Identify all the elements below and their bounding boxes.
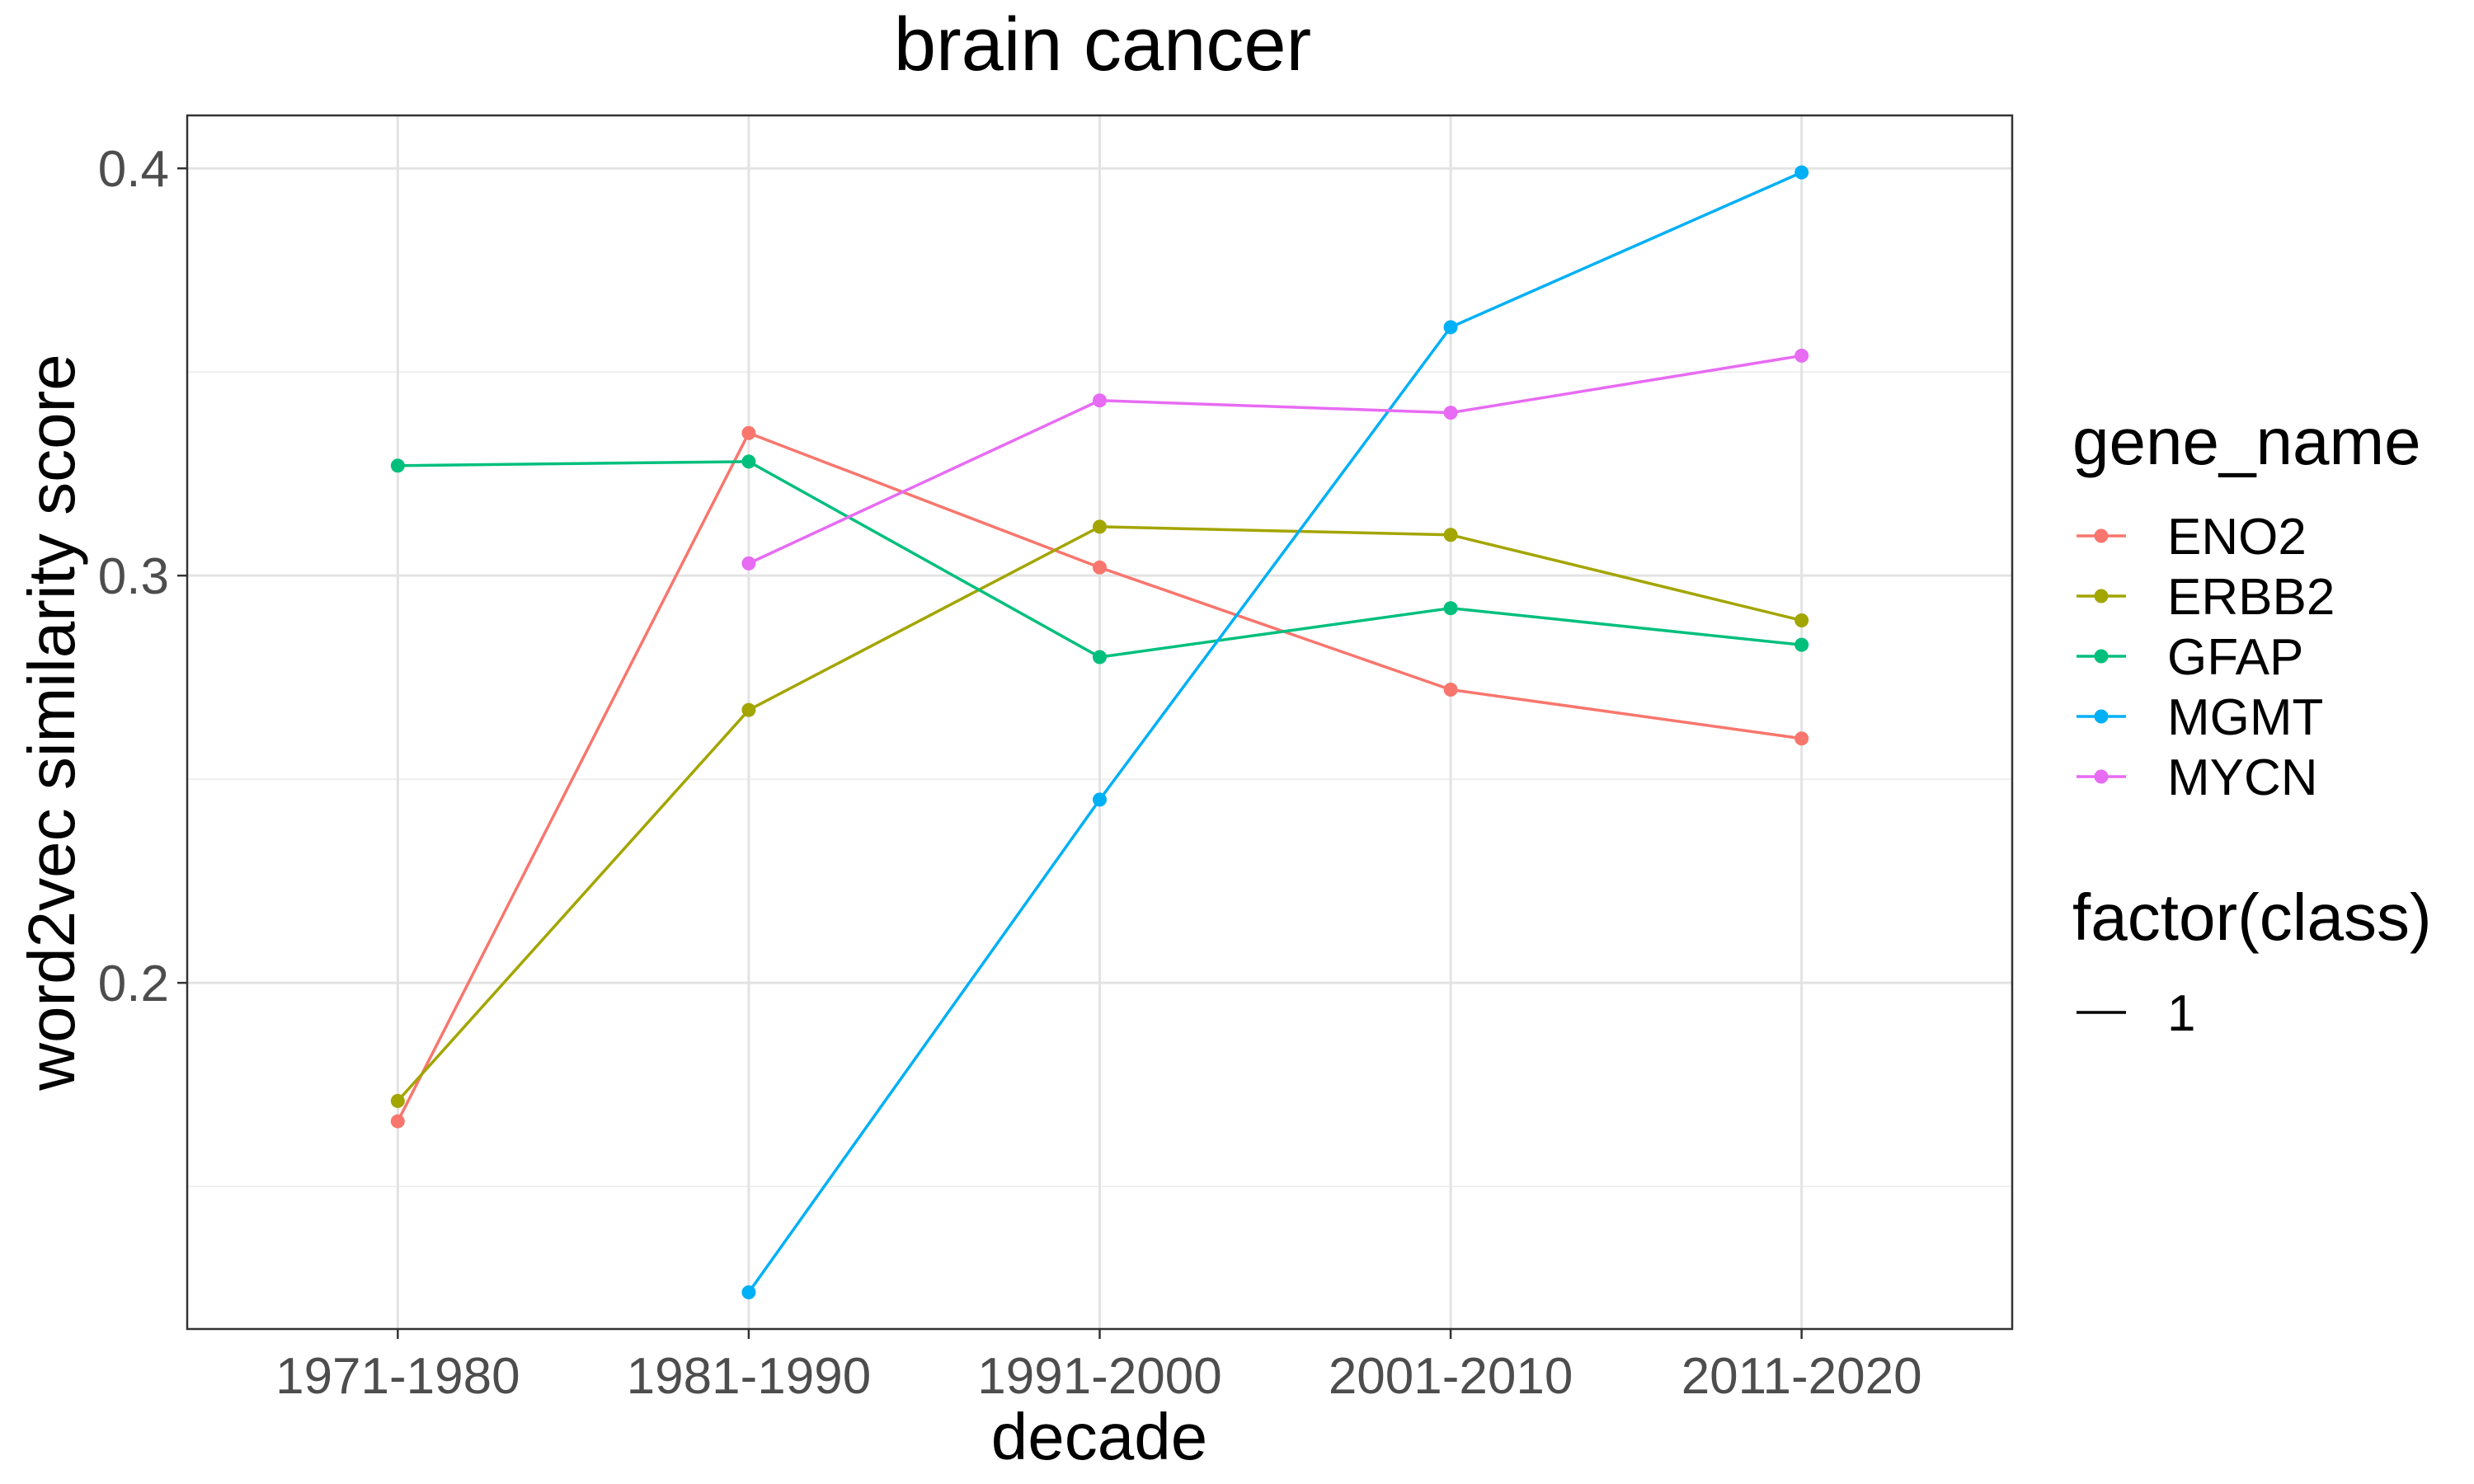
data-point-gfap [1443, 601, 1458, 616]
data-point-eno2 [1443, 682, 1458, 697]
data-point-mgmt [741, 1285, 756, 1300]
legend-item-label: MYCN [2167, 749, 2318, 806]
legend-item-erbb2: ERBB2 [2077, 569, 2335, 626]
legend-key-point [2094, 769, 2109, 784]
legend-key-point [2094, 528, 2109, 543]
x-axis-title: decade [991, 1400, 1207, 1473]
data-point-eno2 [1794, 731, 1809, 746]
x-tick-label: 1981-1990 [627, 1348, 872, 1405]
legend-item-label: ENO2 [2167, 509, 2307, 566]
legend-item-label: MGMT [2167, 689, 2323, 746]
y-tick-label: 0.2 [98, 956, 169, 1012]
series-mgmt [741, 165, 1809, 1300]
series-line-mgmt [747, 171, 1803, 1294]
y-axis: 0.2 0.3 0.4 [98, 141, 187, 1012]
chart-title: brain cancer [894, 2, 1311, 87]
series-gfap [390, 454, 1809, 665]
series-mycn [741, 348, 1809, 571]
plot-panel [186, 114, 2014, 1331]
data-point-eno2 [741, 425, 756, 440]
x-tick-label: 2001-2010 [1329, 1348, 1573, 1405]
x-tick-label: 1991-2000 [977, 1348, 1222, 1405]
x-tick-label: 2011-2020 [1681, 1348, 1922, 1405]
legend-line-title: factor(class) [2072, 881, 2432, 954]
x-tick-label: 1971-1980 [275, 1348, 520, 1405]
legend-item-mycn: MYCN [2077, 749, 2318, 806]
legend-item-label: ERBB2 [2167, 569, 2335, 626]
series-layer [390, 165, 1809, 1300]
legend-key-point [2094, 649, 2109, 664]
y-axis-title: word2vec similarity score [15, 354, 88, 1092]
data-point-eno2 [1093, 560, 1107, 575]
data-point-erbb2 [1443, 528, 1458, 542]
y-tick-label: 0.3 [98, 548, 169, 605]
legend-item-mgmt: MGMT [2077, 689, 2323, 746]
data-point-erbb2 [1093, 519, 1107, 534]
legend-item-eno2: ENO2 [2077, 509, 2307, 566]
y-tick-label: 0.4 [98, 141, 169, 198]
data-point-erbb2 [741, 702, 756, 717]
data-point-mgmt [1443, 320, 1458, 335]
data-point-mycn [741, 556, 756, 571]
data-point-mycn [1093, 393, 1107, 408]
data-point-erbb2 [390, 1093, 405, 1108]
x-axis: 1971-1980 1981-1990 1991-2000 2001-2010 2011… [275, 1329, 1922, 1405]
series-erbb2 [390, 519, 1809, 1108]
data-point-mgmt [1794, 165, 1809, 180]
legend-item-label: GFAP [2167, 629, 2303, 686]
data-point-eno2 [390, 1114, 405, 1129]
legend-key-point [2094, 709, 2109, 724]
data-point-mgmt [1093, 792, 1107, 807]
series-line-mycn [748, 354, 1802, 565]
data-point-gfap [1093, 650, 1107, 665]
legend-item-gfap: GFAP [2077, 629, 2303, 686]
data-point-mycn [1443, 406, 1458, 420]
data-point-gfap [741, 454, 756, 469]
legend-line-item: 1 [2077, 985, 2195, 1042]
legend-line-label: 1 [2167, 985, 2195, 1042]
legend-color-title: gene_name [2072, 405, 2421, 478]
data-point-gfap [390, 458, 405, 473]
legend-line-entries: 1 [2077, 985, 2195, 1042]
legend-key-point [2094, 589, 2109, 603]
series-eno2 [390, 425, 1809, 1129]
data-point-erbb2 [1794, 613, 1809, 628]
data-point-gfap [1794, 637, 1809, 652]
data-point-mycn [1794, 348, 1809, 363]
